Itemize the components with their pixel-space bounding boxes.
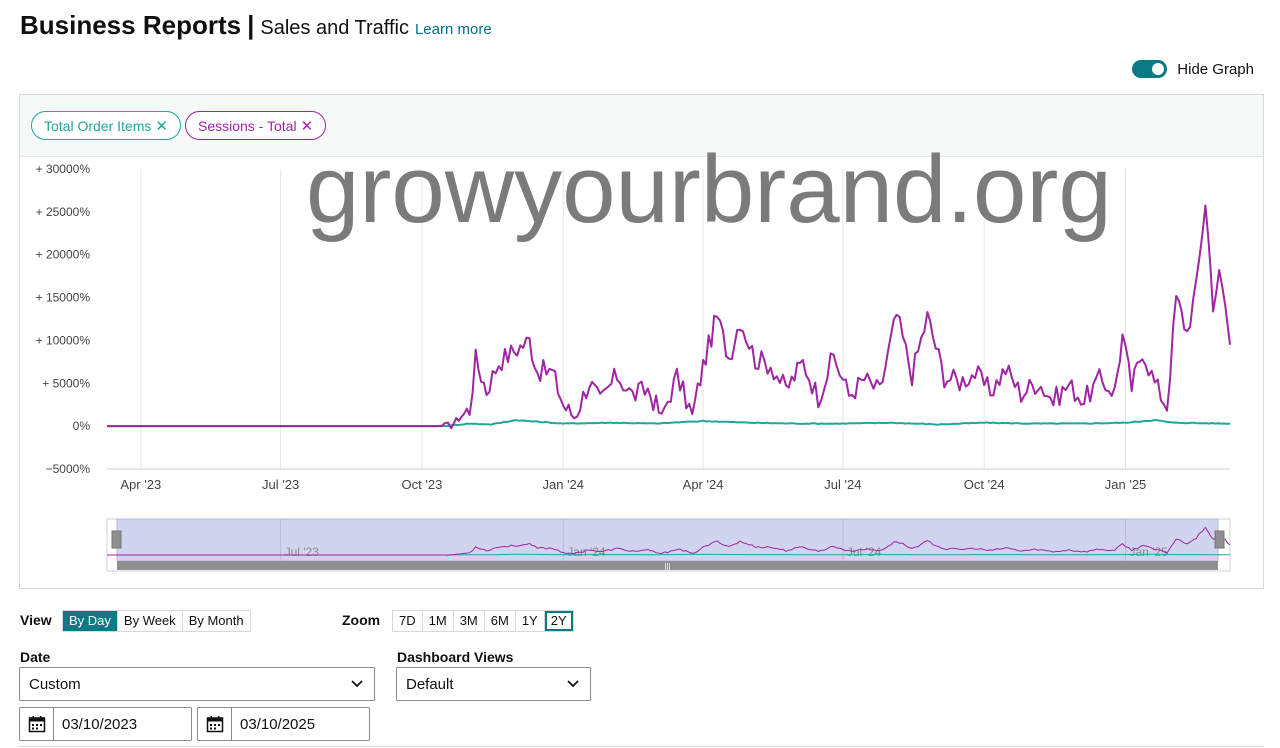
page-title: Business Reports <box>20 10 242 40</box>
x-tick-label: Jul '24 <box>824 477 861 492</box>
zoom-3m-button[interactable]: 3M <box>453 611 485 631</box>
close-icon[interactable]: ✕ <box>300 117 314 135</box>
y-tick-label: + 10000% <box>36 333 91 347</box>
y-tick-label: + 5000% <box>42 376 90 390</box>
date-label: Date <box>20 649 51 665</box>
y-tick-label: + 20000% <box>36 248 91 262</box>
chip-sessions-total[interactable]: Sessions - Total ✕ <box>185 111 327 140</box>
metric-chip-bar: Total Order Items ✕ Sessions - Total ✕ <box>20 95 1263 157</box>
toggle-knob <box>1152 63 1165 75</box>
zoom-6m-button[interactable]: 6M <box>484 611 516 631</box>
navigator-series-line <box>107 526 1231 556</box>
start-date-input[interactable]: 03/10/2023 <box>19 707 192 741</box>
dashboard-views-label: Dashboard Views <box>397 649 514 665</box>
calendar-icon[interactable] <box>198 708 232 740</box>
zoom-1y-button[interactable]: 1Y <box>515 611 545 631</box>
navigator-tick-label: Jan '24 <box>567 545 606 559</box>
navigator-right-handle[interactable] <box>1214 530 1225 549</box>
date-range-select[interactable]: Custom <box>19 667 375 701</box>
x-tick-label: Apr '24 <box>683 477 724 492</box>
x-tick-label: Oct '24 <box>964 477 1005 492</box>
y-tick-label: + 25000% <box>36 205 91 219</box>
hide-graph-label: Hide Graph <box>1177 60 1254 78</box>
graph-panel: Total Order Items ✕ Sessions - Total ✕ +… <box>19 94 1264 589</box>
y-tick-label: −5000% <box>46 462 91 476</box>
view-by-month-button[interactable]: By Month <box>182 611 250 631</box>
x-tick-label: Oct '23 <box>402 477 443 492</box>
y-tick-label: + 15000% <box>36 291 91 305</box>
chevron-down-icon <box>567 680 579 688</box>
page-subtitle: Sales and Traffic <box>260 17 409 39</box>
zoom-label: Zoom <box>342 612 381 628</box>
view-label: View <box>20 612 52 628</box>
end-date-value: 03/10/2025 <box>240 715 316 733</box>
chip-total-order-items[interactable]: Total Order Items ✕ <box>31 111 181 140</box>
x-tick-label: Jan '25 <box>1105 477 1147 492</box>
chip-label: Sessions - Total <box>198 117 297 134</box>
navigator-scrollbar <box>117 561 1218 570</box>
chevron-down-icon <box>351 680 363 688</box>
date-range-value: Custom <box>29 675 81 693</box>
zoom-1m-button[interactable]: 1M <box>422 611 454 631</box>
navigator-tick-label: Jan '25 <box>1130 545 1169 559</box>
dashboard-views-select[interactable]: Default <box>396 667 591 701</box>
zoom-7d-button[interactable]: 7D <box>393 611 423 631</box>
start-date-value: 03/10/2023 <box>62 715 138 733</box>
end-date-input[interactable]: 03/10/2025 <box>197 707 370 741</box>
x-tick-label: Jan '24 <box>543 477 585 492</box>
learn-more-link[interactable]: Learn more <box>414 21 492 38</box>
hide-graph-toggle-group: Hide Graph <box>1132 60 1254 78</box>
y-tick-label: 0% <box>73 419 91 433</box>
zoom-2y-button[interactable]: 2Y <box>544 611 573 631</box>
close-icon[interactable]: ✕ <box>155 117 168 135</box>
x-tick-label: Apr '23 <box>120 477 161 492</box>
calendar-icon[interactable] <box>20 708 54 740</box>
view-by-week-button[interactable]: By Week <box>117 611 183 631</box>
view-by-day-button[interactable]: By Day <box>63 611 118 631</box>
view-button-group: By Day By Week By Month <box>62 610 251 632</box>
chip-label: Total Order Items <box>44 117 152 134</box>
divider <box>19 746 1264 747</box>
x-tick-label: Jul '23 <box>262 477 299 492</box>
series-line-sessions <box>107 204 1231 430</box>
navigator-tick-label: Jul '24 <box>847 545 882 559</box>
navigator-tick-label: Jul '23 <box>285 545 320 559</box>
line-chart: + 30000% + 25000% + 20000% + 15000% + 10000%… <box>36 162 1231 572</box>
y-tick-label: + 30000% <box>36 162 91 176</box>
navigator-left-handle[interactable] <box>111 530 122 549</box>
dashboard-views-value: Default <box>406 675 454 693</box>
page-header: Business Reports | Sales and Traffic Lea… <box>20 10 492 44</box>
scrollbar-grip-icon: ||| <box>664 562 670 571</box>
zoom-button-group: 7D 1M 3M 6M 1Y 2Y <box>392 610 574 632</box>
title-separator: | <box>247 10 255 40</box>
hide-graph-toggle[interactable] <box>1132 60 1168 78</box>
